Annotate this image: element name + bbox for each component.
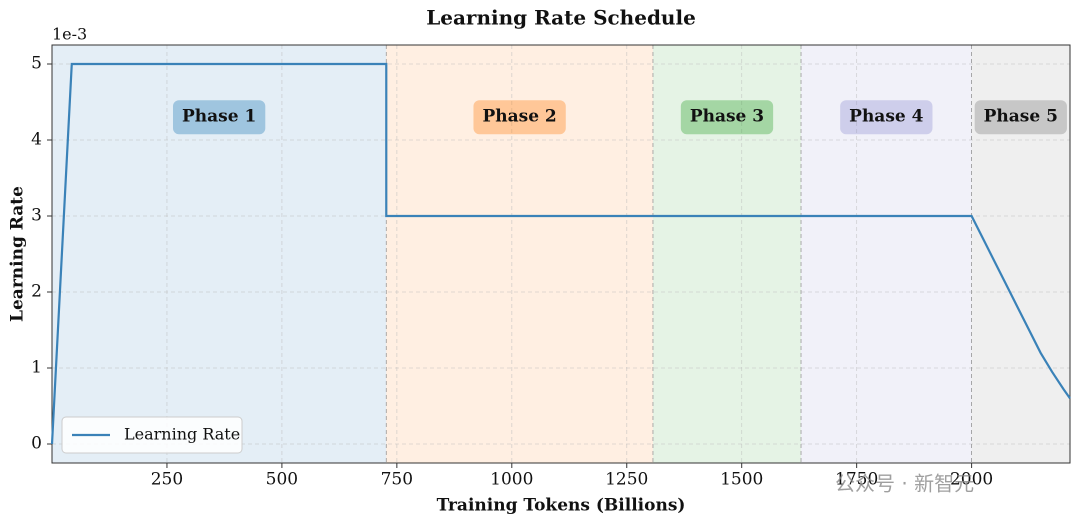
phase-region <box>971 45 1070 463</box>
phase-label-box <box>974 100 1067 135</box>
y-offset-label: 1e-3 <box>52 25 87 44</box>
y-tick-label: 4 <box>31 130 42 150</box>
watermark: 公众号 · 新智元 <box>835 472 974 496</box>
x-tick-label: 1000 <box>490 470 533 490</box>
x-tick-label: 1500 <box>720 470 763 490</box>
x-tick-label: 750 <box>381 470 413 490</box>
x-tick-label: 500 <box>266 470 298 490</box>
y-axis-label: Learning Rate <box>8 186 28 322</box>
y-tick-label: 3 <box>31 206 42 226</box>
phase-label-box <box>473 100 566 135</box>
plot-frame <box>51 44 1071 464</box>
phase-label: Phase 2 <box>482 107 556 127</box>
line-series <box>50 62 1071 445</box>
legend-box <box>61 416 243 454</box>
phase-label: Phase 5 <box>984 107 1058 127</box>
chart-title: Learning Rate Schedule <box>426 6 696 30</box>
x-tick-label: 1750 <box>835 470 878 490</box>
x-tick-label: 250 <box>151 470 183 490</box>
legend-label: Learning Rate <box>124 425 240 444</box>
phase-label: Phase 4 <box>849 107 923 127</box>
y-tick-label: 2 <box>31 282 42 302</box>
phase-label-box <box>840 100 933 135</box>
phase-label-box <box>172 100 266 135</box>
phase-region <box>652 45 802 463</box>
phase-label: Phase 1 <box>182 107 256 127</box>
phase-label-box <box>680 100 774 135</box>
phase-region <box>386 45 653 463</box>
y-tick-label: 0 <box>31 434 42 454</box>
x-axis-label: Training Tokens (Billions) <box>437 496 686 516</box>
x-tick-label: 2000 <box>950 470 993 490</box>
phase-region <box>52 45 387 463</box>
y-tick-label: 1 <box>31 358 42 378</box>
phase-label: Phase 3 <box>690 107 764 127</box>
phase-region <box>801 45 972 463</box>
y-tick-label: 5 <box>31 54 42 74</box>
legend: Learning Rate <box>61 416 243 454</box>
x-tick-label: 1250 <box>605 470 648 490</box>
